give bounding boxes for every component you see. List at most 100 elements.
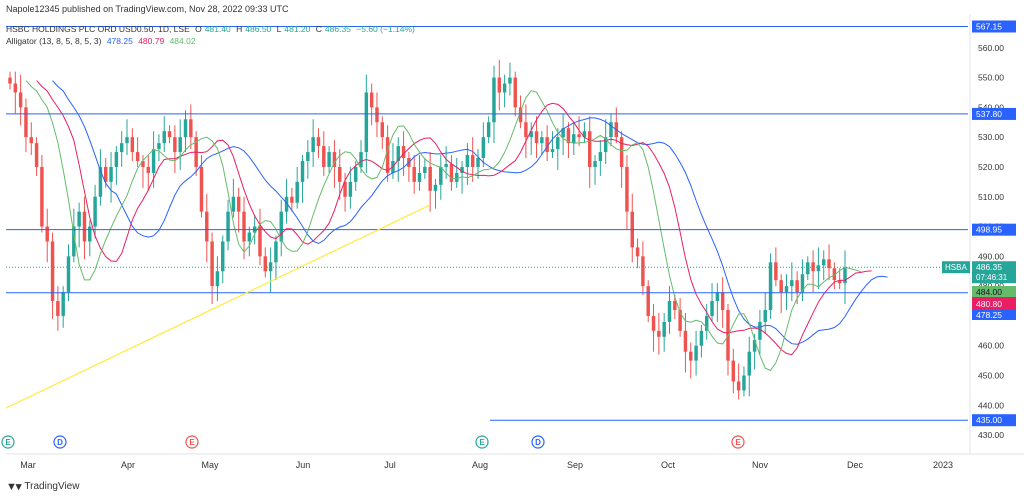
candle-body bbox=[412, 166, 416, 182]
candle-body bbox=[8, 77, 12, 84]
publish-header: Napole12345 published on TradingView.com… bbox=[6, 4, 292, 14]
y-tick-label: 450.00 bbox=[978, 371, 1004, 381]
close-label: C bbox=[315, 24, 322, 34]
symbol-tag: HSBA bbox=[945, 263, 967, 272]
candle-body bbox=[806, 262, 810, 275]
candle-body bbox=[50, 241, 55, 302]
candle-body bbox=[625, 166, 629, 212]
candle-body bbox=[476, 158, 480, 167]
candle-body bbox=[641, 256, 645, 287]
last-price-label: 486.35 bbox=[976, 262, 1002, 272]
candle-body bbox=[513, 77, 517, 108]
candle-body bbox=[88, 226, 92, 242]
candle-body bbox=[609, 122, 613, 138]
symbol-name: HSBC HOLDINGS PLC ORD USD0.50, 1D, LSE bbox=[6, 24, 190, 34]
candle-body bbox=[157, 143, 161, 150]
candle-body bbox=[752, 339, 757, 352]
candle-body bbox=[816, 265, 821, 272]
candle-body bbox=[189, 119, 193, 138]
alligator-value-tag bbox=[972, 298, 1016, 309]
candle-body bbox=[66, 256, 71, 293]
candle-body bbox=[417, 172, 422, 182]
candle-body bbox=[524, 122, 528, 138]
candle-body bbox=[290, 196, 294, 203]
tradingview-logo-icon: ▼▾ bbox=[6, 481, 21, 493]
indicator-legend: Alligator (13, 8, 5, 8, 5, 3) 478.25 480… bbox=[6, 36, 199, 46]
candle-body bbox=[359, 152, 363, 167]
candle-body bbox=[72, 226, 76, 257]
candle-body bbox=[82, 211, 87, 242]
candle-body bbox=[311, 137, 315, 153]
candle-body bbox=[173, 137, 177, 153]
candle-body bbox=[800, 274, 805, 293]
countdown-label: 07:46:31 bbox=[976, 273, 1008, 282]
candle-body bbox=[779, 280, 783, 293]
low-label: L bbox=[276, 24, 282, 34]
y-tick-label: 440.00 bbox=[978, 400, 1004, 410]
candle-body bbox=[492, 77, 496, 123]
candle-body bbox=[236, 196, 241, 212]
candle-body bbox=[56, 301, 60, 316]
candle-body bbox=[678, 309, 682, 331]
candle-body bbox=[130, 137, 135, 153]
candle-body bbox=[385, 137, 390, 173]
last-price-tag bbox=[972, 261, 1016, 284]
candle-body bbox=[353, 166, 358, 182]
y-tick-label: 540.00 bbox=[978, 102, 1004, 112]
candle-body bbox=[242, 211, 246, 242]
tradingview-footer: ▼▾ TradingView bbox=[6, 480, 79, 493]
change-value: −5.60 (−1.14%) bbox=[356, 24, 415, 34]
open-label: O bbox=[195, 24, 202, 34]
candle-body bbox=[704, 315, 709, 331]
candle-body bbox=[141, 161, 145, 167]
candle-body bbox=[508, 77, 512, 84]
candle-body bbox=[300, 161, 305, 182]
candle-body bbox=[736, 381, 741, 391]
candle-body bbox=[534, 131, 539, 144]
y-tick-label: 490.00 bbox=[978, 251, 1004, 261]
alligator-jaw-line bbox=[52, 80, 888, 345]
candle-body bbox=[423, 166, 427, 173]
candle-body bbox=[279, 211, 283, 242]
candle-body bbox=[795, 280, 799, 293]
candle-body bbox=[486, 122, 491, 138]
candle-body bbox=[151, 149, 156, 173]
candle-body bbox=[114, 152, 119, 167]
candle-body bbox=[364, 92, 369, 153]
y-tick-label: 460.00 bbox=[978, 341, 1004, 351]
candle-body bbox=[837, 280, 842, 284]
high-value: 486.50 bbox=[245, 24, 272, 34]
candle-body bbox=[689, 351, 693, 361]
candle-body bbox=[199, 166, 204, 212]
candle-body bbox=[566, 128, 571, 144]
candle-body bbox=[439, 166, 443, 185]
x-tick-label: May bbox=[201, 460, 219, 470]
alligator-value-label: 484.00 bbox=[976, 287, 1002, 297]
candle-body bbox=[231, 196, 236, 212]
candle-body bbox=[322, 146, 326, 167]
event-marker-label: E bbox=[5, 438, 11, 447]
candle-body bbox=[375, 107, 379, 123]
earnings-event-icon bbox=[1, 435, 15, 449]
candle-body bbox=[45, 226, 49, 242]
y-tick-label: 530.00 bbox=[978, 132, 1004, 142]
y-tick-label: 510.00 bbox=[978, 192, 1004, 202]
candle-body bbox=[109, 166, 113, 182]
x-tick-label: Sep bbox=[567, 460, 583, 470]
alligator-lips-line bbox=[25, 80, 862, 372]
candle-body bbox=[561, 128, 565, 138]
indicator-name: Alligator (13, 8, 5, 8, 5, 3) bbox=[6, 36, 102, 46]
candle-body bbox=[747, 351, 751, 376]
candle-body bbox=[295, 181, 299, 203]
candle-body bbox=[316, 137, 321, 147]
candle-body bbox=[470, 155, 475, 167]
x-tick-label: Oct bbox=[661, 460, 676, 470]
candle-body bbox=[662, 321, 666, 337]
x-tick-label: Jun bbox=[296, 460, 311, 470]
candle-body bbox=[77, 211, 81, 227]
candle-body bbox=[369, 92, 374, 108]
candle-body bbox=[29, 137, 34, 144]
candle-body bbox=[34, 143, 39, 167]
event-marker-label: E bbox=[735, 438, 741, 447]
